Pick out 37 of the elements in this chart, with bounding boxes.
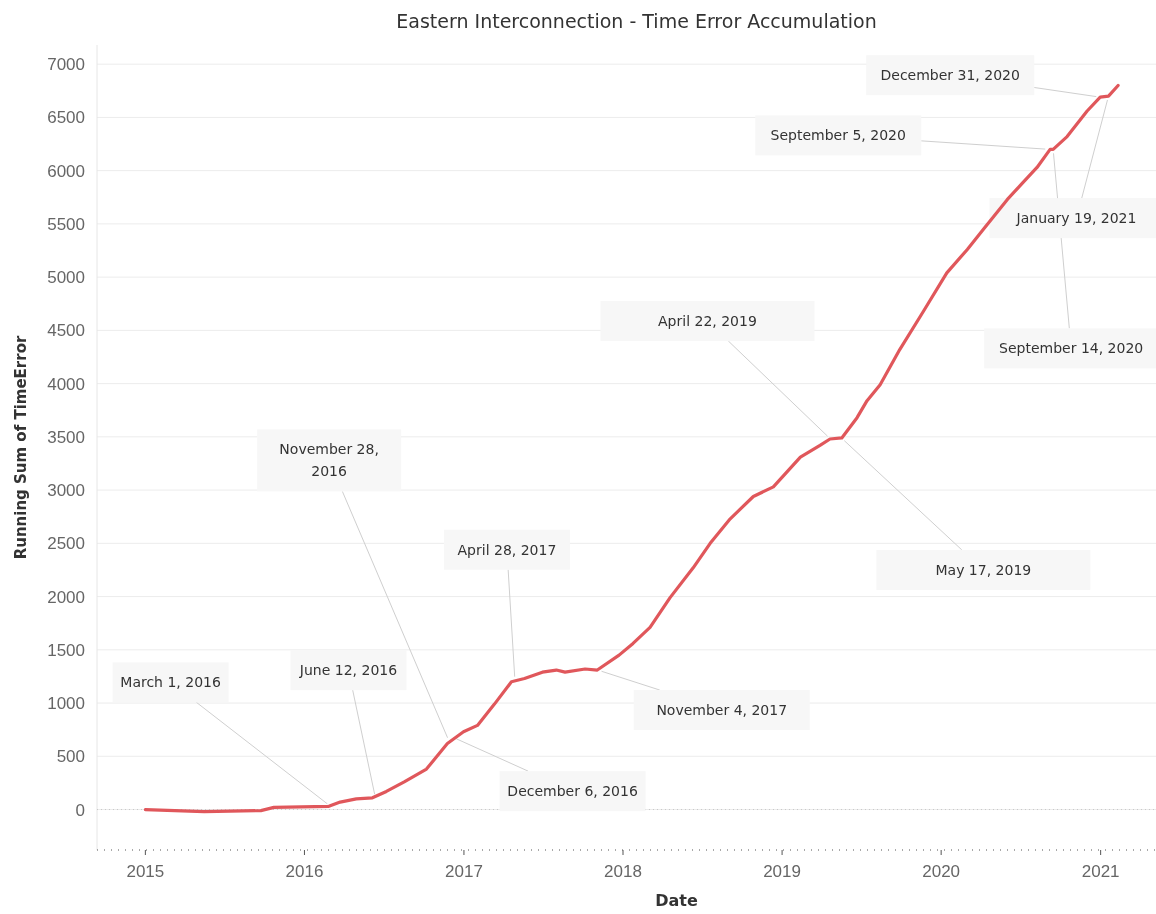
x-tick-label: 2021 — [1081, 862, 1120, 881]
annotation: June 12, 2016 — [298, 662, 398, 679]
x-tick-label: 2017 — [445, 862, 483, 881]
x-axis-title: Date — [655, 891, 698, 910]
annotation: May 17, 2019 — [935, 561, 1032, 578]
annotation: December 6, 2016 — [507, 783, 638, 800]
y-tick-label: 7000 — [47, 55, 85, 75]
annotation: September 5, 2020 — [770, 127, 906, 144]
y-tick-label: 5000 — [47, 268, 85, 288]
y-tick-label: 6000 — [47, 161, 85, 181]
y-axis-title: Running Sum of TimeError — [12, 335, 30, 560]
annotation: April 22, 2019 — [658, 312, 757, 329]
y-tick-label: 2000 — [47, 587, 85, 607]
y-tick-label: 6500 — [47, 108, 85, 128]
y-tick-label: 4500 — [47, 321, 85, 341]
annotation: December 31, 2020 — [880, 67, 1020, 84]
y-tick-label: 500 — [56, 747, 85, 767]
annotation: September 14, 2020 — [999, 340, 1144, 357]
y-tick-label: 0 — [75, 800, 85, 820]
annotation: April 28, 2017 — [457, 541, 557, 558]
annotation: March 1, 2016 — [120, 674, 221, 691]
y-tick-label: 3000 — [47, 481, 85, 501]
annotation: November 28, 2016 — [279, 441, 379, 480]
y-tick-label: 4000 — [47, 374, 85, 394]
chart-title: Eastern Interconnection - Time Error Accumulation — [396, 10, 877, 32]
x-tick-label: 2015 — [126, 862, 165, 881]
y-tick-label: 3500 — [47, 427, 85, 447]
y-tick-label: 2500 — [47, 534, 85, 554]
x-tick-label: 2020 — [922, 862, 961, 881]
annotation: January 19, 2021 — [1015, 210, 1137, 227]
annotation: November 4, 2017 — [656, 702, 788, 719]
y-tick-label: 5500 — [47, 214, 85, 234]
x-tick-label: 2018 — [604, 862, 642, 881]
y-tick-label: 1000 — [47, 694, 85, 714]
x-tick-label: 2019 — [763, 862, 801, 881]
y-tick-label: 1500 — [47, 640, 85, 660]
x-tick-label: 2016 — [285, 862, 324, 881]
